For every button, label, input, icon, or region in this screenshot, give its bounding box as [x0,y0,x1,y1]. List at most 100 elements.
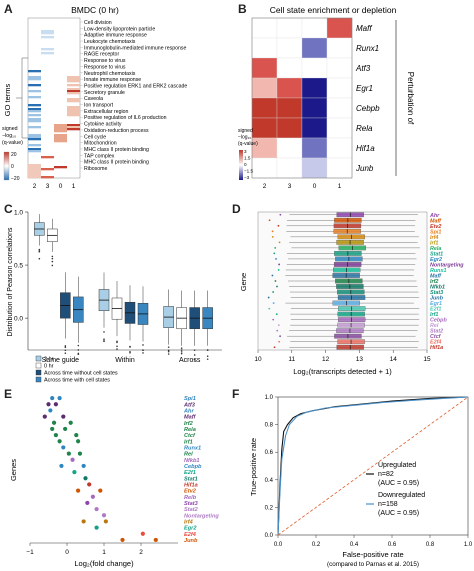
y-tick-label: 0.0 [265,533,274,539]
go-term-label: TAP complex [84,153,115,159]
x-group-label: Same guide [42,357,79,364]
panel-d: D Ahr Maff Etv2 Spi1 Irf4 Irf1 Rela Stat1 Egr2 No… [232,200,474,385]
heatmap-cell [54,166,67,169]
gene-label: Rel [430,323,439,329]
scatter-point [87,482,92,487]
perturbation-label: Atf3 [355,64,371,73]
outlier-point [278,241,281,244]
gene-label: Nontargeting [430,262,464,268]
outlier-point [275,313,278,316]
outlier-point [279,213,282,216]
side-label: Perturbation of [406,72,415,125]
gene-label: Egr1 [430,301,442,307]
go-term-label: Ion transport [84,103,114,109]
legend-label: −log₁₀ [2,133,16,139]
x-tick-label: 15 [423,356,431,363]
outlier-point [129,345,131,348]
gene-label: Irf4 [184,519,194,525]
heatmap-cell [28,108,41,111]
outlier-point [278,263,281,266]
scatter-point [153,537,158,543]
heatmap-cell [54,130,67,133]
outlier-point [278,340,281,343]
outlier-point [206,358,209,360]
go-term-label: Innate immune response [84,77,141,83]
heatmap-cell [54,138,67,141]
legend-auc: (AUC = 0.95) [378,480,419,487]
heatmap-cell [28,134,41,137]
outlier-point [279,335,282,338]
heatmap-cell [28,126,41,129]
outlier-point [180,347,183,349]
heatmap-cell [28,104,41,107]
panel-d-boxplot: AhrMaffEtv2Spi1Irf4Irf1RelaStat1Egr2Nont… [239,211,464,376]
heatmap-cell [301,37,328,59]
panel-b-heatmap: Cell state enrichment or depletion Maff Ru… [238,5,415,190]
heatmap-cell [28,172,41,175]
scatter-point [72,469,77,475]
y-axis-label: GO terms [3,84,12,117]
legend-n: n=158 [378,501,398,508]
y-axis-label: True-positive rate [249,438,258,496]
gene-label: Cebpb [184,464,202,470]
gene-label: Runx1 [430,268,446,274]
heatmap-cell [276,117,303,139]
gene-label: Nontargeting [184,513,219,519]
y-tick-label: 0.5 [14,263,23,270]
gene-label: Etv2 [430,224,441,230]
outlier-point [273,252,276,255]
panel-c: C 1.0 0.5 0.0 Distribution of Pearson corre… [0,200,232,385]
legend-label: signed [238,128,253,134]
gene-label: Irf1 [430,312,438,318]
heatmap-cell [67,110,80,113]
outlier-point [167,346,170,348]
heatmap-cell [67,84,80,87]
panel-a-letter: A [4,2,13,16]
dendrogram [16,57,28,139]
heatmap-cell [67,112,80,115]
outlier-point [193,354,196,356]
heatmap-cell [67,78,80,81]
heatmap-cell [301,117,328,139]
heatmap-cell [28,120,41,123]
heatmap-cell [301,157,328,179]
y-axis-label: Distribution of Pearson correlations [7,227,14,336]
gene-label: Spi1 [184,396,196,402]
scatter-point [76,439,81,444]
scatter-point [53,432,59,438]
panel-a: A BMDC (0 hr) Cell division Low-density li… [0,0,240,200]
go-term-label: Extracellular region [84,109,129,115]
x-tick-label: 0.8 [426,542,435,548]
heatmap-cell [276,17,303,39]
panel-b: B Cell state enrichment or depletion Maff… [238,0,474,200]
heatmap-cell [67,92,80,95]
go-term-label: MHC class II protein binding [84,160,149,166]
outlier-point [51,264,54,267]
heatmap-cell [326,157,353,179]
gene-label: Stat1 [184,476,198,482]
scatter-point [101,513,107,518]
outlier-point [206,349,209,351]
outlier-point [38,248,41,251]
heatmap-cell [326,57,353,79]
x-tick-label: 1.0 [464,542,473,548]
legend-label: −log₁₀ [238,135,251,141]
go-term-label: MHC class II protein binding [84,147,149,153]
outlier-point [273,346,276,349]
outlier-point [272,318,275,321]
y-tick-label: 1.0 [14,210,23,217]
scatter-point [81,463,86,469]
x-tick-label: 1 [102,549,106,556]
y-tick-label: 0.4 [265,478,274,484]
legend-swatch [35,376,42,383]
gene-label: Ctcf [430,334,442,340]
heatmap-cell [251,37,278,59]
gene-label: E2f1 [430,307,441,313]
legend-tick: 20 [11,152,17,158]
heatmap-cell [28,84,41,87]
panel-e: E Spi1 Atf3 Ahr Maff Irf2 Rela Ctcf Irf1 Runx1 Re… [0,385,232,571]
outlier-point [116,345,118,348]
heatmap-cell [67,98,80,101]
scatter-point [94,525,99,530]
legend-title: Downregulated [378,492,425,499]
